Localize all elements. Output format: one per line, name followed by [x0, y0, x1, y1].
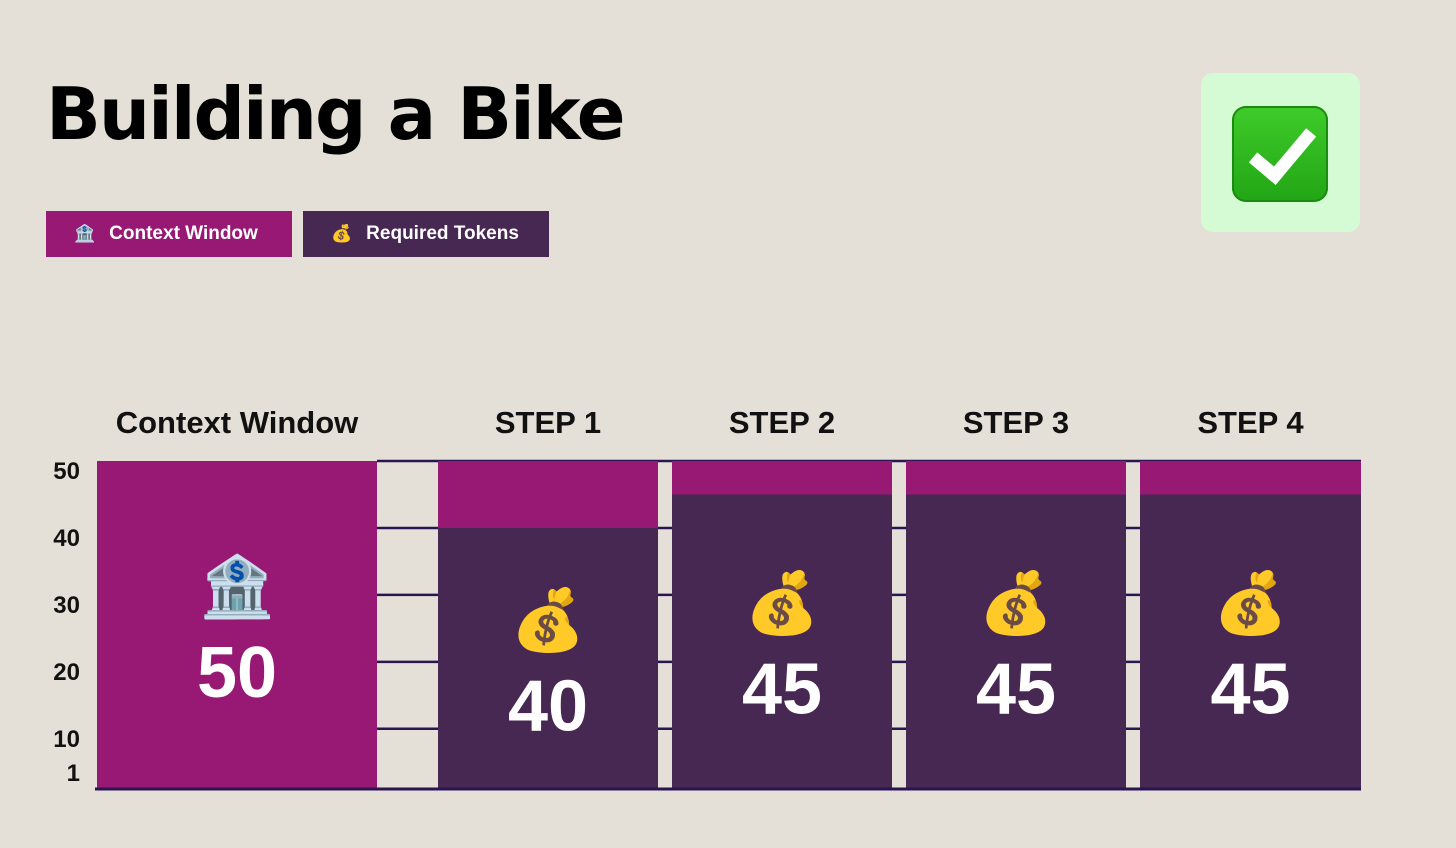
category-label: Context Window	[116, 405, 359, 440]
category-label: STEP 1	[495, 405, 601, 440]
money-bag-icon: 💰	[331, 224, 353, 243]
bar-value-label: 40	[508, 666, 588, 746]
category-label: STEP 2	[729, 405, 835, 440]
bar-required-tokens	[906, 494, 1126, 789]
legend-context-window: 🏦 Context Window	[46, 211, 292, 257]
bar-value-label: 45	[1210, 650, 1290, 730]
page-title: Building a Bike	[46, 72, 626, 156]
category-label: STEP 3	[963, 405, 1069, 440]
y-tick-label: 50	[53, 458, 80, 485]
bar-required-tokens	[438, 527, 658, 789]
y-tick-label: 1	[67, 760, 80, 787]
bar-required-tokens	[1140, 494, 1361, 789]
money-bag-icon: 💰	[1213, 569, 1288, 639]
status-card	[1201, 73, 1360, 232]
bank-icon: 🏦	[200, 552, 275, 622]
bar-value-label: 45	[976, 650, 1056, 730]
legend-required-tokens: 💰 Required Tokens	[303, 211, 549, 257]
money-bag-icon: 💰	[979, 569, 1054, 639]
y-tick-label: 40	[53, 525, 80, 552]
legend-label-required-tokens: Required Tokens	[366, 223, 519, 244]
bar-context-window	[97, 461, 377, 789]
check-mark-icon	[1232, 106, 1328, 202]
money-bag-icon: 💰	[745, 569, 820, 639]
bar-required-tokens	[672, 494, 892, 789]
money-bag-icon: 💰	[511, 585, 586, 655]
bank-icon: 🏦	[74, 224, 96, 243]
bar-value-label: 45	[742, 650, 822, 730]
legend-label-context-window: Context Window	[109, 223, 258, 244]
y-tick-label: 20	[53, 659, 80, 686]
category-label: STEP 4	[1197, 405, 1304, 440]
y-tick-label: 30	[53, 592, 80, 619]
y-tick-label: 10	[53, 726, 80, 753]
bar-value-label: 50	[197, 633, 277, 713]
